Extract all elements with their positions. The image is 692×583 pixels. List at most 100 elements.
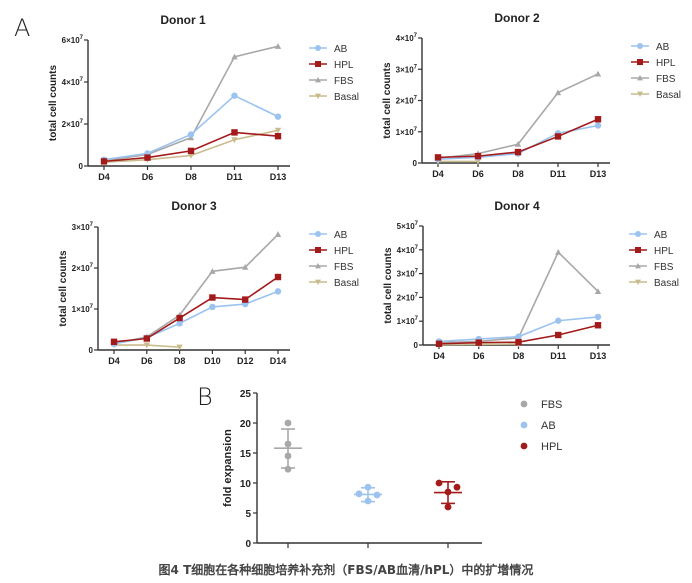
y-tick-label: 5 — [245, 509, 251, 520]
data-point-hpl — [514, 148, 522, 156]
data-point-hpl — [435, 340, 443, 348]
chart-title: Donor 1 — [160, 13, 206, 27]
y-axis-label: total cell counts — [58, 250, 69, 327]
legend-item-hpl: HPL — [629, 246, 674, 257]
x-tick-label: D6 — [473, 351, 485, 361]
group-ab — [354, 483, 382, 505]
legend-item-basal: Basal — [631, 90, 681, 101]
data-point-ab — [274, 113, 282, 120]
legend-label: FBS — [334, 262, 354, 273]
legend-item-hpl: HPL — [309, 246, 354, 257]
legend-marker — [315, 93, 321, 99]
y-tick-label: 0 — [245, 539, 251, 550]
legend-label: AB — [541, 420, 556, 432]
data-point-fbs — [274, 231, 282, 237]
data-point-basal — [474, 158, 482, 165]
panel-label-b: B — [197, 383, 213, 411]
y-tick-label: 6×107 — [62, 35, 84, 45]
x-tick-label: D11 — [550, 351, 566, 361]
chart-title: Donor 2 — [494, 11, 540, 25]
legend-marker — [637, 91, 643, 97]
legend-item-fbs: FBS — [631, 74, 676, 85]
legend-label: HPL — [334, 246, 354, 257]
data-point-ab — [594, 122, 602, 129]
group-hpl — [434, 479, 462, 511]
data-point-hpl — [274, 132, 282, 140]
data-point-hpl — [209, 294, 216, 301]
series-line-hpl — [113, 276, 279, 343]
legend-item-basal: Basal — [629, 278, 679, 289]
legend-item-basal: Basal — [309, 278, 359, 289]
series-hpl — [435, 322, 602, 348]
y-tick-label: 1×107 — [396, 127, 418, 137]
data-point-fbs — [231, 53, 238, 60]
data-point-hpl — [435, 479, 443, 487]
y-axis-label: fold expansion — [222, 429, 234, 507]
x-tick-label: D11 — [550, 169, 566, 179]
legend-label: Basal — [334, 278, 359, 289]
legend-marker — [315, 231, 321, 237]
legend-label: AB — [334, 230, 348, 241]
x-tick-label: D13 — [270, 172, 287, 182]
x-tick-label: D4 — [432, 169, 444, 179]
y-tick-label: 1×107 — [397, 316, 419, 326]
y-tick-label: 2×107 — [396, 96, 418, 106]
legend-label: Basal — [654, 278, 679, 289]
data-point-hpl — [444, 488, 452, 496]
legend-label: Basal — [334, 92, 359, 103]
legend: FBS AB HPL — [520, 399, 562, 453]
legend-marker — [315, 279, 321, 285]
series-fbs — [110, 231, 282, 347]
legend-marker — [315, 77, 321, 83]
data-point-hpl — [187, 147, 195, 155]
y-axis-label: total cell counts — [382, 62, 393, 139]
x-tick-label: D8 — [513, 351, 525, 361]
legend-item-hpl: HPL — [631, 58, 676, 69]
y-tick-label: 3×107 — [72, 222, 94, 232]
data-point-ab — [176, 320, 183, 327]
y-tick-label: 25 — [240, 389, 252, 400]
data-point-basal — [274, 127, 282, 134]
data-point-basal — [176, 344, 183, 351]
legend-marker — [315, 45, 321, 51]
data-point-hpl — [515, 338, 522, 346]
legend-marker — [635, 279, 641, 285]
legend-item-fbs: FBS — [309, 76, 354, 87]
legend-marker — [315, 61, 321, 67]
series-hpl — [434, 116, 602, 161]
legend-label: AB — [334, 44, 348, 55]
series-basal — [110, 342, 183, 351]
data-point-ab — [364, 497, 372, 505]
y-tick-label: 1×107 — [72, 304, 94, 314]
legend-item-ab: AB — [309, 44, 348, 55]
data-point-hpl — [453, 483, 461, 491]
data-point-fbs — [594, 288, 602, 295]
legend: AB HPL FBS Basal — [309, 44, 359, 103]
y-tick-label: 0 — [414, 341, 419, 350]
data-point-ab — [209, 303, 216, 311]
data-point-fbs — [284, 440, 292, 448]
line-chart-donor-4: Donor 4 0 1×107 2×107 3×107 4×107 5×107 D4 D6 D8 D… — [383, 199, 679, 361]
y-tick-label: 20 — [240, 419, 252, 430]
line-chart-donor-3: Donor 3 0 1×107 2×107 3×107 D4 D6 D8 D10 D12 D14 to… — [58, 199, 359, 366]
data-point-hpl — [110, 338, 118, 345]
legend-marker — [635, 231, 641, 237]
y-tick-label: 4×107 — [62, 77, 84, 87]
data-point-ab — [373, 491, 381, 499]
line-chart-donor-2: Donor 2 0 1×107 2×107 3×107 4×107 D4 D6 D8 D11 D13… — [382, 11, 681, 179]
x-tick-label: D8 — [174, 356, 186, 366]
scatter-fold-expansion: 0 5 10 15 20 25 fold expansion FBS AB HPL — [222, 389, 562, 550]
legend: AB HPL FBS Basal — [631, 42, 681, 101]
x-tick-label: D14 — [270, 356, 287, 366]
data-point-basal — [187, 152, 195, 159]
y-tick-label: 2×107 — [397, 292, 419, 302]
data-point-ab — [355, 490, 363, 498]
data-point-fbs — [209, 268, 216, 274]
y-tick-label: 4×107 — [397, 245, 419, 255]
x-tick-label: D13 — [590, 169, 607, 179]
data-point-ab — [594, 313, 602, 321]
data-point-hpl — [143, 335, 150, 342]
legend-item-fbs: FBS — [520, 399, 562, 411]
legend-item-fbs: FBS — [309, 262, 354, 273]
